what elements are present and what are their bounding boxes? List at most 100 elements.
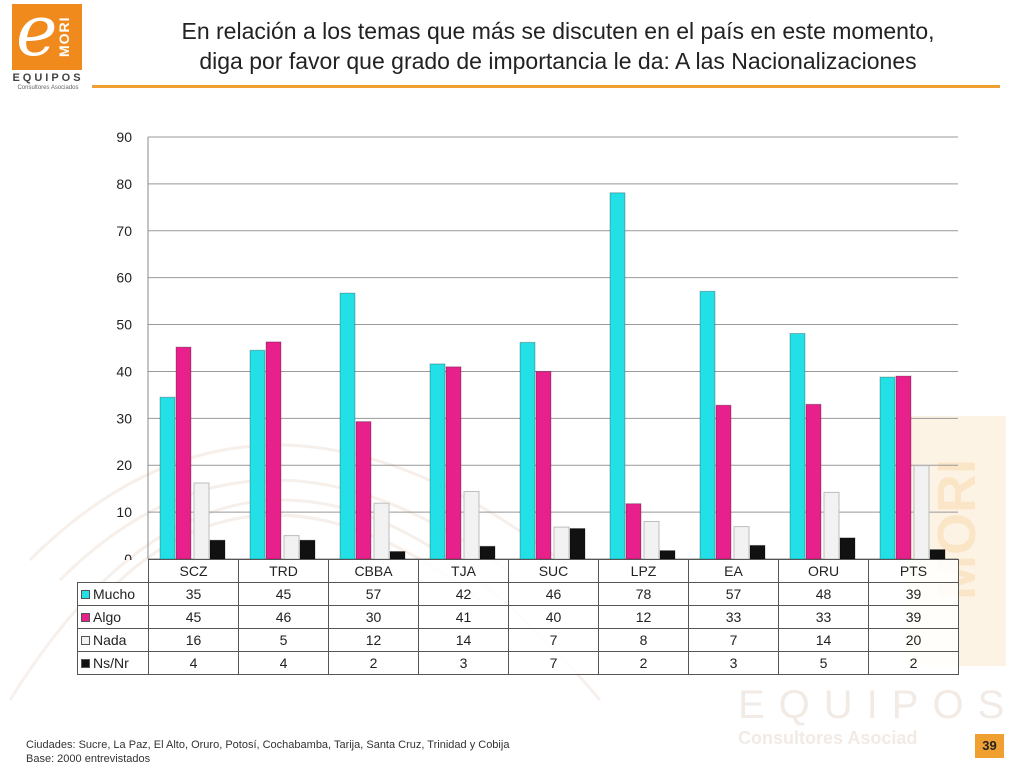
data-label: 7 <box>508 628 599 652</box>
y-tick-label: 70 <box>116 223 132 239</box>
bar-nada-suc <box>553 526 570 560</box>
bars <box>159 192 946 560</box>
data-label: 39 <box>868 605 959 629</box>
grouped-bar-chart: 0 10 20 30 40 50 60 70 80 90 <box>116 129 958 560</box>
data-label: 57 <box>688 582 779 606</box>
bar-mucho-cbba <box>339 292 356 560</box>
y-tick-label: 60 <box>116 270 132 286</box>
bar-algo-trd <box>265 341 282 560</box>
category-header-row: SCZ TRD CBBA TJA SUC LPZ EA ORU PTS <box>78 559 959 583</box>
watermark-sub: Consultores Asociad <box>738 728 917 748</box>
bar-ns-nr-pts <box>929 549 946 560</box>
legend-entry: Algo <box>77 605 149 629</box>
bar-mucho-suc <box>519 341 536 560</box>
y-tick-label: 30 <box>116 410 132 426</box>
bar-nada-pts <box>913 465 930 560</box>
data-label: 12 <box>328 628 419 652</box>
title-line-1: En relación a los temas que más se discu… <box>181 18 935 44</box>
legend-entry: Ns/Nr <box>77 651 149 675</box>
slide-title: En relación a los temas que más se discu… <box>100 16 1016 76</box>
series-name: Nada <box>93 632 127 648</box>
title-underline <box>92 85 1000 88</box>
data-label: 5 <box>238 628 329 652</box>
category-label: LPZ <box>598 559 689 583</box>
y-axis-ticks: 0 10 20 30 40 50 60 70 80 90 <box>116 129 132 560</box>
legend-entry: Nada <box>77 628 149 652</box>
bar-ns-nr-suc <box>569 528 586 560</box>
data-label: 33 <box>688 605 779 629</box>
data-label: 45 <box>238 582 329 606</box>
legend-swatch <box>81 636 90 645</box>
data-label: 46 <box>238 605 329 629</box>
data-label: 5 <box>778 651 869 675</box>
data-label: 2 <box>598 651 689 675</box>
y-tick-label: 10 <box>116 504 132 520</box>
table-corner <box>78 560 149 583</box>
category-label: TJA <box>418 559 509 583</box>
bar-ns-nr-cbba <box>389 551 406 560</box>
bar-mucho-ea <box>699 290 716 560</box>
category-label: SCZ <box>148 559 239 583</box>
y-tick-label: 50 <box>116 317 132 333</box>
bar-mucho-pts <box>879 376 896 560</box>
bar-ns-nr-tja <box>479 545 496 560</box>
bar-nada-scz <box>193 482 210 560</box>
title-line-2: diga por favor que grado de importancia … <box>199 48 917 74</box>
data-label: 78 <box>598 582 689 606</box>
data-label: 4 <box>238 651 329 675</box>
bar-nada-tja <box>463 491 480 560</box>
data-label: 42 <box>418 582 509 606</box>
y-tick-label: 0 <box>124 551 132 560</box>
series-name: Mucho <box>93 586 136 602</box>
data-label: 41 <box>418 605 509 629</box>
series-name: Ns/Nr <box>93 655 129 671</box>
category-label: TRD <box>238 559 329 583</box>
bar-mucho-lpz <box>609 192 626 560</box>
bar-algo-pts <box>895 375 912 560</box>
data-label: 39 <box>868 582 959 606</box>
bar-nada-oru <box>823 491 840 560</box>
data-label: 40 <box>508 605 599 629</box>
logo-badge <box>12 4 82 70</box>
legend-swatch <box>81 590 90 599</box>
bar-ns-nr-lpz <box>659 550 676 560</box>
bar-ns-nr-oru <box>839 537 856 560</box>
bar-nada-lpz <box>643 521 660 560</box>
bar-mucho-trd <box>249 349 266 560</box>
logo-letter: e <box>16 0 58 72</box>
footnote-base: Base: 2000 entrevistados <box>26 753 151 765</box>
legend-swatch <box>81 659 90 668</box>
footnote: Ciudades: Sucre, La Paz, El Alto, Oruro,… <box>26 738 509 766</box>
data-label: 46 <box>508 582 599 606</box>
company-logo: e MORI EQUIPOS Consultores Asociados <box>6 0 88 94</box>
data-label: 16 <box>148 628 239 652</box>
page-number: 39 <box>975 734 1004 758</box>
data-label: 3 <box>418 651 509 675</box>
table-row: Mucho 35 45 57 42 46 78 57 48 39 <box>77 582 959 606</box>
data-label: 35 <box>148 582 239 606</box>
bar-algo-ea <box>715 404 732 560</box>
watermark-equipos: EQUIPOS <box>738 683 1018 727</box>
legend-swatch <box>81 613 90 622</box>
data-label: 57 <box>328 582 419 606</box>
bar-algo-lpz <box>625 503 642 560</box>
y-tick-label: 90 <box>116 129 132 145</box>
series-name: Algo <box>93 609 122 625</box>
bar-mucho-tja <box>429 363 446 560</box>
data-label: 14 <box>418 628 509 652</box>
data-label: 45 <box>148 605 239 629</box>
logo-subtitle: Consultores Asociados <box>17 85 79 91</box>
data-table: SCZ TRD CBBA TJA SUC LPZ EA ORU PTS Mucho 35 45 57 4… <box>77 559 959 675</box>
bar-nada-ea <box>733 526 750 560</box>
y-tick-label: 80 <box>116 176 132 192</box>
bar-algo-tja <box>445 366 462 560</box>
data-label: 8 <box>598 628 689 652</box>
bar-nada-trd <box>283 535 300 560</box>
data-label: 2 <box>328 651 419 675</box>
table-body: Mucho 35 45 57 42 46 78 57 48 39 Algo 45 46 30 41 40 12 3… <box>77 582 959 675</box>
category-label: CBBA <box>328 559 419 583</box>
y-tick-label: 20 <box>116 457 132 473</box>
bar-nada-cbba <box>373 502 390 560</box>
bar-algo-oru <box>805 403 822 560</box>
category-label: SUC <box>508 559 599 583</box>
